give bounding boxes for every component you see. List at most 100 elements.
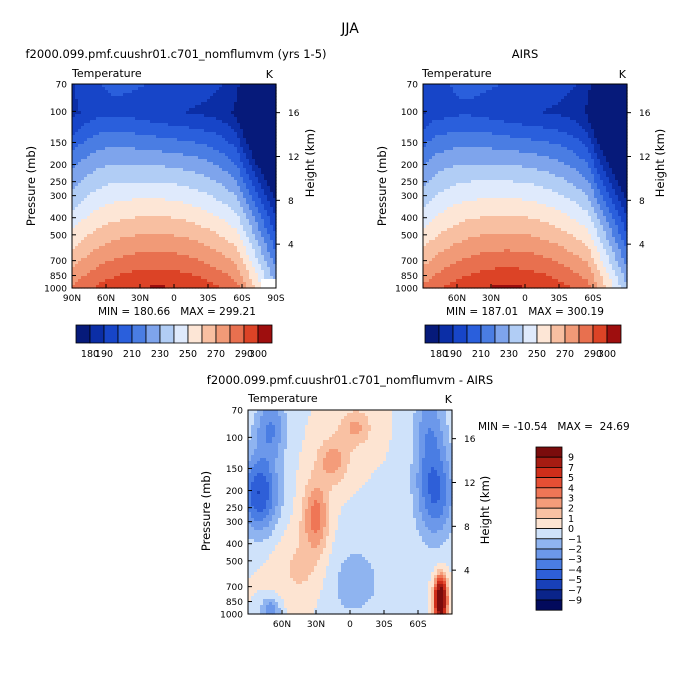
field-cell — [123, 225, 127, 229]
field-cell — [87, 171, 91, 175]
field-cell — [81, 168, 85, 172]
field-cell — [150, 225, 154, 229]
field-cell — [75, 108, 79, 112]
field-cell — [114, 96, 118, 100]
field-cell — [117, 222, 121, 226]
field-cell — [93, 195, 97, 199]
field-cell — [267, 222, 271, 226]
field-cell — [90, 99, 94, 103]
height-tick-label: 16 — [288, 109, 300, 119]
field-cell — [102, 150, 106, 154]
field-cell — [138, 201, 142, 205]
field-cell — [225, 117, 229, 121]
field-cell — [138, 210, 142, 214]
field-cell — [150, 228, 154, 232]
field-cell — [234, 189, 238, 193]
field-cell — [267, 234, 271, 238]
field-cell — [114, 102, 118, 106]
field-cell — [75, 138, 79, 142]
field-cell — [243, 234, 247, 238]
field-cell — [192, 222, 196, 226]
field-cell — [201, 222, 205, 226]
field-cell — [132, 216, 136, 220]
field-cell — [273, 135, 277, 139]
field-cell — [102, 207, 106, 211]
field-cell — [75, 147, 79, 151]
field-cell — [84, 84, 88, 88]
field-cell — [210, 210, 214, 214]
field-cell — [105, 189, 109, 193]
field-cell — [198, 192, 202, 196]
field-cell — [99, 93, 103, 97]
field-cell — [213, 144, 217, 148]
field-cell — [237, 132, 241, 136]
field-cell — [81, 204, 85, 208]
field-cell — [207, 123, 211, 127]
field-cell — [210, 132, 214, 136]
field-cell — [195, 90, 199, 94]
field-cell — [228, 99, 232, 103]
field-cell — [234, 198, 238, 202]
field-cell — [78, 201, 82, 205]
field-cell — [159, 216, 163, 220]
field-cell — [138, 216, 142, 220]
field-cell — [117, 114, 121, 118]
field-cell — [144, 156, 148, 160]
field-cell — [165, 108, 169, 112]
field-cell — [273, 126, 277, 130]
field-cell — [258, 147, 262, 151]
field-cell — [150, 159, 154, 163]
field-cell — [189, 84, 193, 88]
field-cell — [168, 168, 172, 172]
field-cell — [111, 174, 115, 178]
field-cell — [273, 216, 277, 220]
field-cell — [234, 162, 238, 166]
field-cell — [120, 234, 124, 238]
field-cell — [225, 132, 229, 136]
field-cell — [132, 207, 136, 211]
field-cell — [165, 144, 169, 148]
field-cell — [132, 108, 136, 112]
field-cell — [171, 174, 175, 178]
field-cell — [93, 210, 97, 214]
field-cell — [156, 192, 160, 196]
field-cell — [111, 90, 115, 94]
field-cell — [183, 234, 187, 238]
field-cell — [192, 147, 196, 151]
field-cell — [165, 153, 169, 157]
field-cell — [177, 216, 181, 220]
field-cell — [243, 198, 247, 202]
field-cell — [240, 231, 244, 235]
field-cell — [144, 219, 148, 223]
field-cell — [273, 180, 277, 184]
field-cell — [105, 99, 109, 103]
field-cell — [195, 93, 199, 97]
field-cell — [231, 150, 235, 154]
field-cell — [255, 201, 259, 205]
field-cell — [246, 156, 250, 160]
panel-model-title: f2000.099.pmf.cuushr01.c701_nomflumvm (y… — [25, 47, 326, 61]
field-cell — [210, 90, 214, 94]
field-cell — [126, 117, 130, 121]
field-cell — [129, 93, 133, 97]
field-cell — [138, 141, 142, 145]
field-cell — [120, 228, 124, 232]
field-cell — [123, 171, 127, 175]
field-cell — [246, 84, 250, 88]
field-cell — [240, 159, 244, 163]
field-cell — [249, 141, 253, 145]
field-cell — [255, 222, 259, 226]
field-cell — [150, 153, 154, 157]
field-cell — [210, 159, 214, 163]
field-cell — [75, 171, 79, 175]
field-cell — [117, 204, 121, 208]
field-cell — [177, 231, 181, 235]
field-cell — [240, 219, 244, 223]
field-cell — [258, 192, 262, 196]
field-cell — [150, 237, 154, 241]
field-cell — [192, 156, 196, 160]
field-cell — [147, 162, 151, 166]
field-cell — [141, 192, 145, 196]
field-cell — [135, 117, 139, 121]
field-cell — [234, 93, 238, 97]
